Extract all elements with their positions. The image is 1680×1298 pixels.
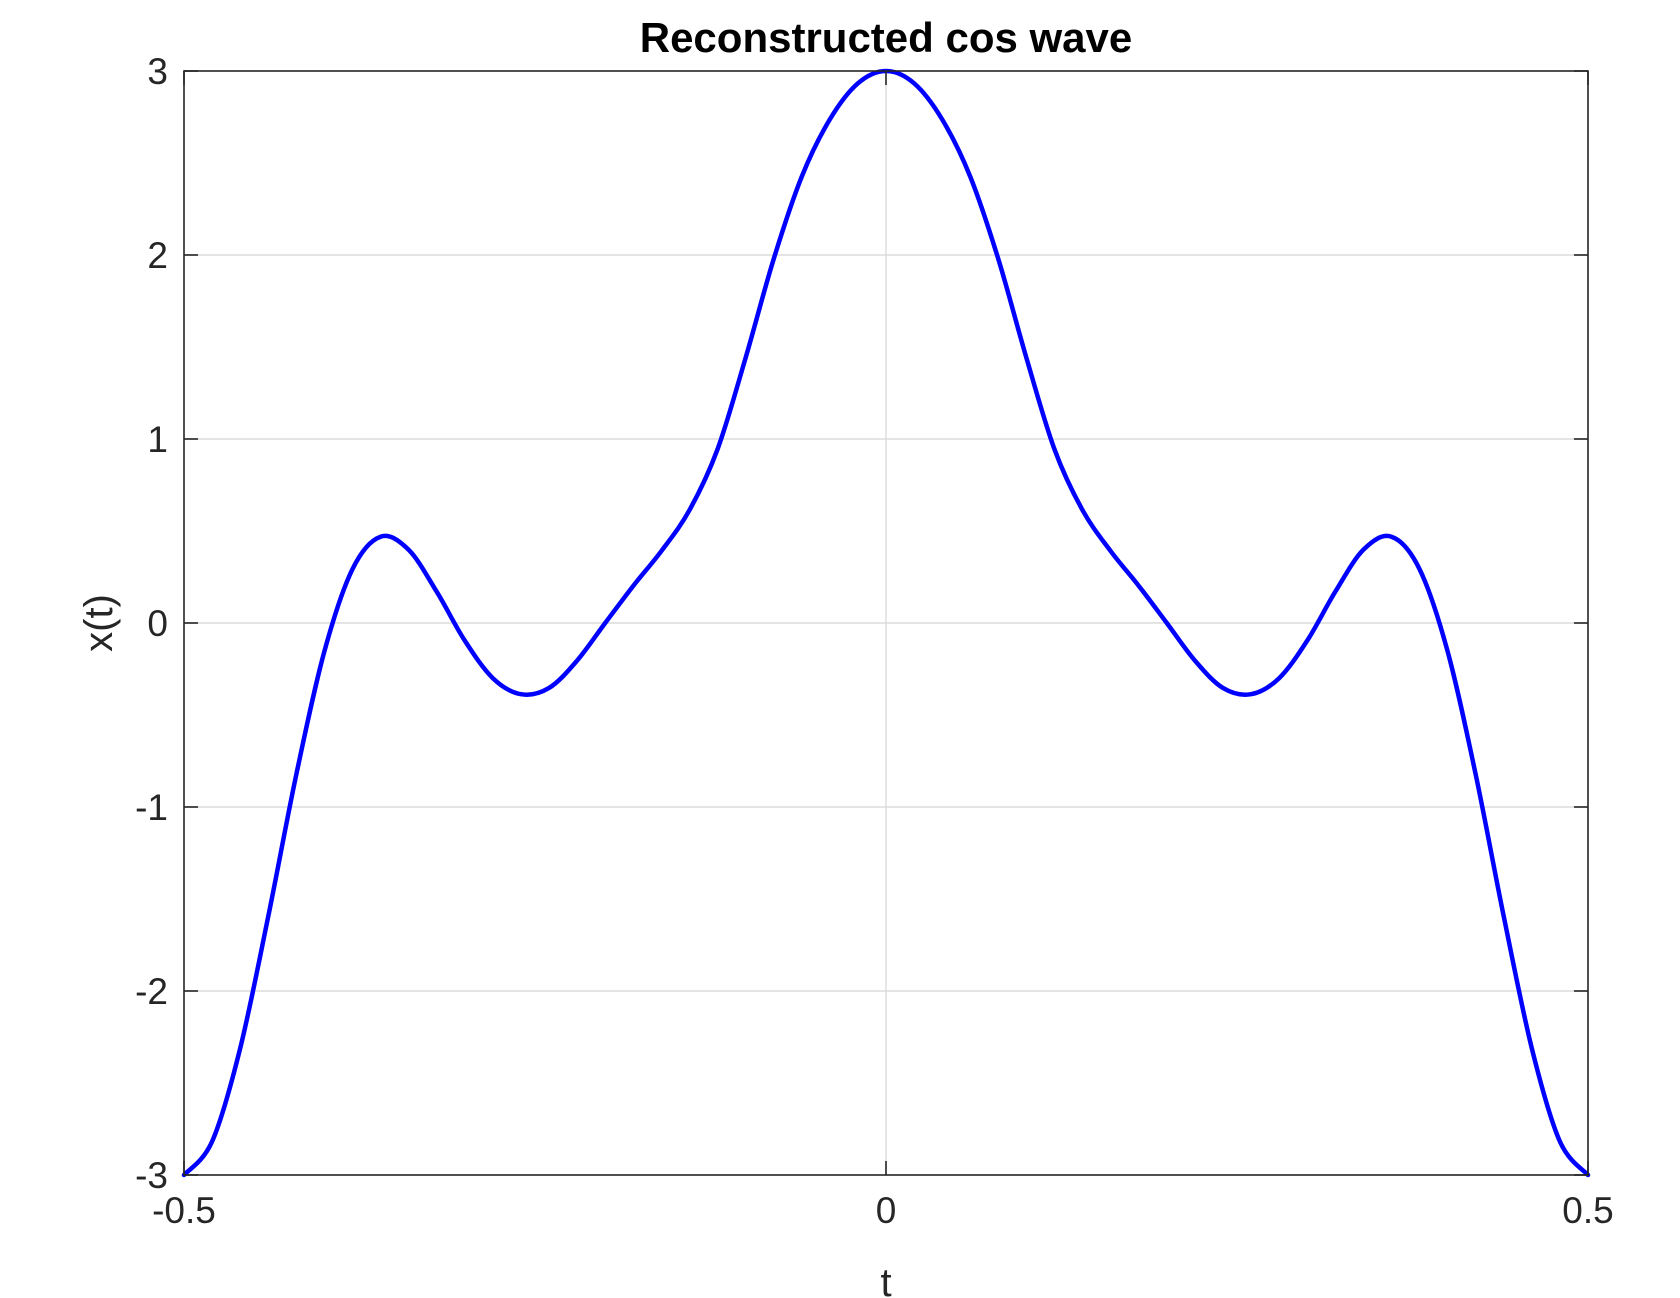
x-tick-label: 0 <box>876 1190 897 1231</box>
y-tick-label: 1 <box>147 419 168 460</box>
x-tick-label: -0.5 <box>152 1190 216 1231</box>
y-tick-label: -3 <box>135 1155 168 1196</box>
tick-labels: -3 -2 -1 0 1 2 3 -0.5 0 0.5 <box>135 51 1614 1231</box>
y-tick-label: -1 <box>135 787 168 828</box>
y-axis-label: x(t) <box>77 594 121 652</box>
chart-title: Reconstructed cos wave <box>640 14 1133 61</box>
x-tick-label: 0.5 <box>1562 1190 1613 1231</box>
y-tick-label: 0 <box>147 603 168 644</box>
y-tick-label: -2 <box>135 971 168 1012</box>
y-tick-label: 3 <box>147 51 168 92</box>
grid <box>184 71 1588 1175</box>
x-axis-label: t <box>880 1261 891 1298</box>
y-tick-label: 2 <box>147 235 168 276</box>
ticks <box>183 70 1589 1176</box>
